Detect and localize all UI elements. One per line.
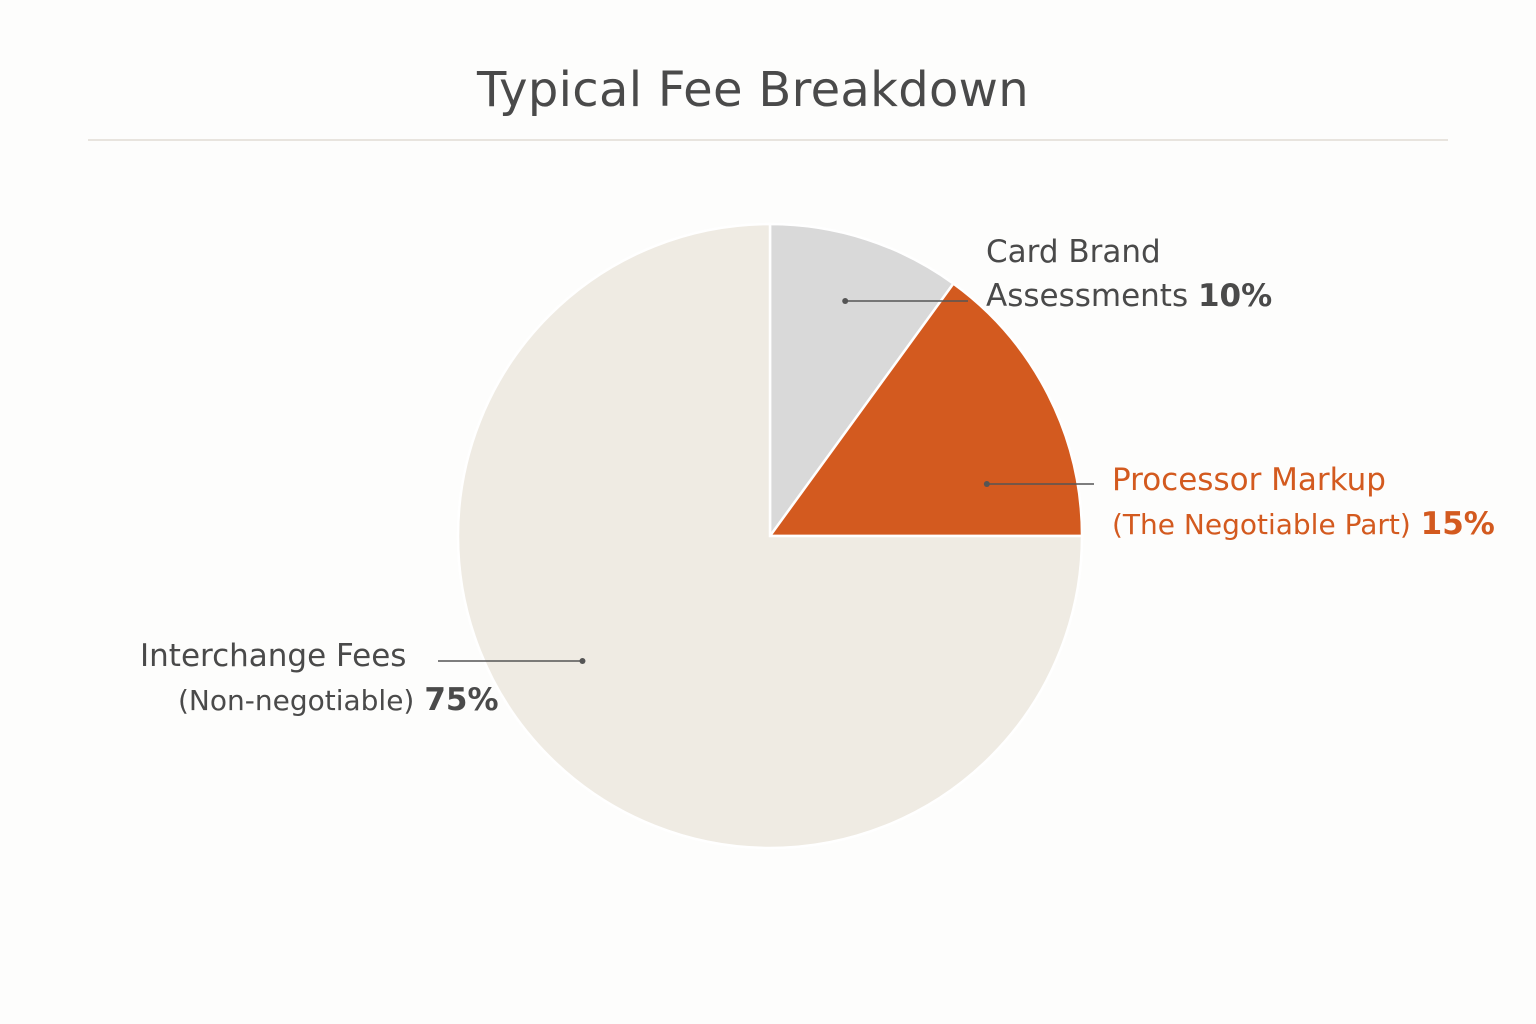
leader-dot xyxy=(842,298,849,304)
slice-value-label: 75% xyxy=(424,682,499,718)
slice-value-label: 15% xyxy=(1420,506,1495,542)
slice-label-line2: (Non-negotiable) xyxy=(178,684,415,717)
slice-processor-markup xyxy=(767,281,1084,538)
slice-card-brand-assessments xyxy=(768,222,956,540)
slice-label-line1: Processor Markup xyxy=(1112,462,1386,498)
slice-interchange-fees xyxy=(456,222,1084,850)
leader-dot xyxy=(579,658,586,664)
slice-label-card-brand-assessments: Card Brand Assessments 10% xyxy=(986,230,1272,318)
chart-title: Typical Fee Breakdown xyxy=(477,62,1029,118)
slice-label-interchange-fees: Interchange Fees (Non-negotiable) 75% xyxy=(140,634,500,723)
leader-dot xyxy=(983,481,990,487)
slice-label-line1: Card Brand xyxy=(986,234,1161,270)
slice-value-label: 10% xyxy=(1197,278,1273,314)
title-divider xyxy=(88,139,1448,141)
slice-label-line2: Assessments xyxy=(986,278,1189,314)
slice-label-line2: (The Negotiable Part) xyxy=(1112,508,1411,541)
slice-label-processor-markup: Processor Markup (The Negotiable Part) 1… xyxy=(1112,458,1495,547)
slice-label-line1: Interchange Fees xyxy=(140,638,407,674)
